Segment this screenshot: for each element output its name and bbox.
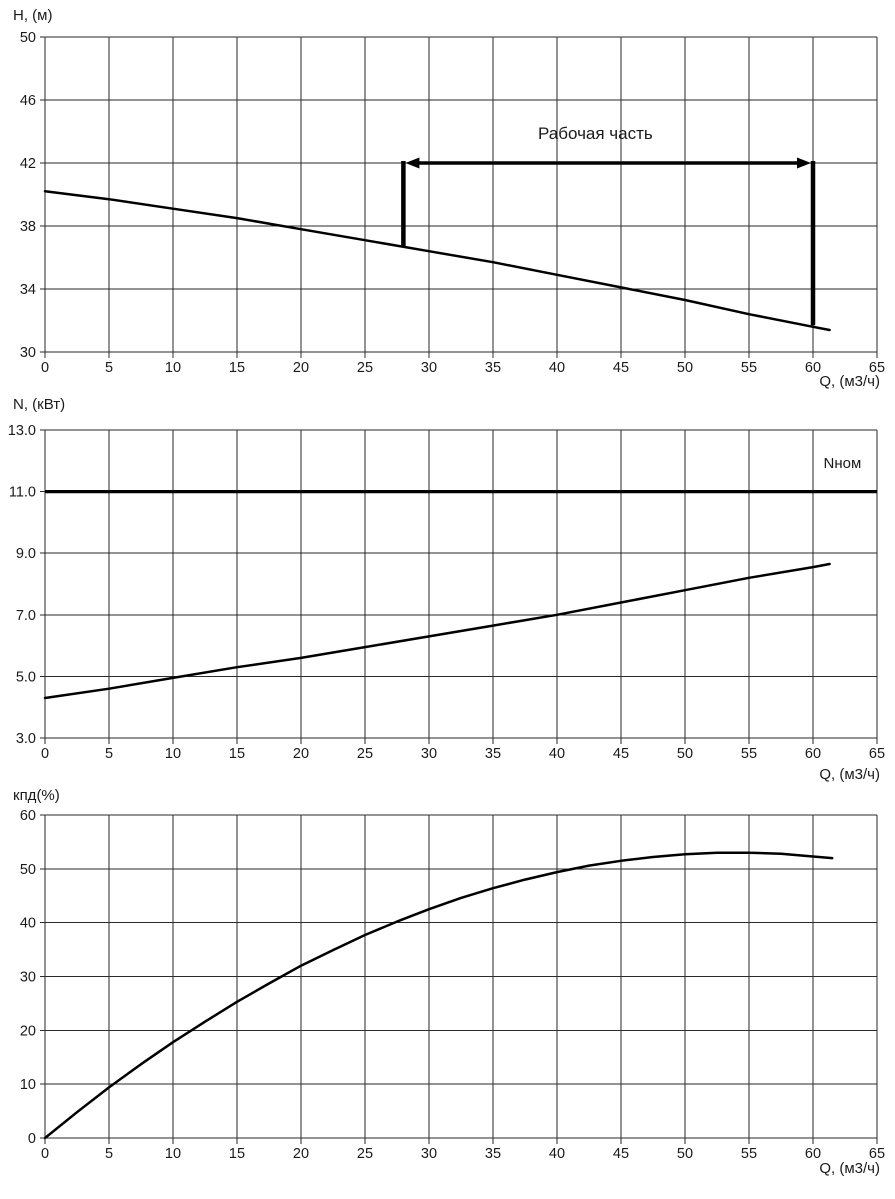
x-tick-label: 45 <box>613 360 629 376</box>
x-tick-label: 50 <box>677 360 693 376</box>
x-tick-label: 55 <box>741 1146 757 1162</box>
x-tick-label: 35 <box>485 1146 501 1162</box>
efficiency-chart-y-axis-label: кпд(%) <box>13 787 60 804</box>
x-tick-label: 10 <box>165 746 181 762</box>
head-chart: 0 5 10 15 20 25 30 35 40 45 50 55 60 65 50 46 42 38 34 30 Ра… <box>20 30 885 376</box>
x-tick-label: 5 <box>105 746 113 762</box>
efficiency-chart-x-axis-label: Q, (м3/ч) <box>819 1160 880 1177</box>
x-tick-label: 40 <box>549 1146 565 1162</box>
efficiency-chart: 0 5 10 15 20 25 30 35 40 45 50 55 60 65 60 50 40 30 20 10 0 <box>20 808 885 1162</box>
x-tick-label: 40 <box>549 746 565 762</box>
power-chart-x-axis-label: Q, (м3/ч) <box>819 766 880 783</box>
x-tick-label: 0 <box>41 746 49 762</box>
x-tick-label: 0 <box>41 360 49 376</box>
y-tick-label: 50 <box>20 862 36 878</box>
y-tick-label: 10 <box>20 1077 36 1093</box>
x-tick-label: 5 <box>105 1146 113 1162</box>
x-tick-label: 0 <box>41 1146 49 1162</box>
x-tick-label: 10 <box>165 1146 181 1162</box>
x-tick-label: 30 <box>421 746 437 762</box>
x-tick-label: 35 <box>485 360 501 376</box>
y-tick-label: 7.0 <box>16 608 36 624</box>
x-tick-label: 20 <box>293 360 309 376</box>
x-tick-label: 15 <box>229 1146 245 1162</box>
y-tick-label: 30 <box>20 345 36 361</box>
y-tick-label: 34 <box>20 282 36 298</box>
y-tick-label: 30 <box>20 970 36 986</box>
x-tick-label: 55 <box>741 746 757 762</box>
arrowhead-right-icon <box>797 157 811 169</box>
y-tick-label: 40 <box>20 916 36 932</box>
x-tick-label: 30 <box>421 1146 437 1162</box>
x-tick-label: 15 <box>229 746 245 762</box>
x-tick-label: 65 <box>869 1146 885 1162</box>
y-tick-label: 3.0 <box>16 731 36 747</box>
x-tick-label: 5 <box>105 360 113 376</box>
x-tick-label: 45 <box>613 1146 629 1162</box>
power-chart-y-axis-label: N, (кВт) <box>13 396 66 413</box>
y-tick-label: 5.0 <box>16 669 36 685</box>
x-tick-label: 45 <box>613 746 629 762</box>
y-tick-label: 38 <box>20 219 36 235</box>
working-range-label: Рабочая часть <box>538 124 653 143</box>
x-tick-label: 65 <box>869 746 885 762</box>
y-tick-label: 50 <box>20 30 36 46</box>
x-tick-label: 35 <box>485 746 501 762</box>
nominal-power-label: Nном <box>824 455 862 472</box>
x-tick-label: 50 <box>677 746 693 762</box>
y-tick-label: 13.0 <box>8 423 36 439</box>
x-tick-label: 10 <box>165 360 181 376</box>
head-chart-y-axis-label: H, (м) <box>13 7 53 24</box>
arrowhead-left-icon <box>405 157 420 169</box>
x-tick-label: 60 <box>805 360 821 376</box>
x-tick-label: 25 <box>357 746 373 762</box>
head-curve <box>43 190 831 332</box>
efficiency-curve <box>43 851 834 1140</box>
y-tick-label: 9.0 <box>16 546 36 562</box>
y-tick-label: 11.0 <box>9 485 36 501</box>
y-tick-label: 60 <box>20 808 36 824</box>
x-tick-label: 40 <box>549 360 565 376</box>
x-tick-label: 20 <box>293 1146 309 1162</box>
x-tick-label: 60 <box>805 746 821 762</box>
x-tick-label: 30 <box>421 360 437 376</box>
x-tick-label: 15 <box>229 360 245 376</box>
x-tick-label: 50 <box>677 1146 693 1162</box>
x-tick-label: 25 <box>357 360 373 376</box>
head-chart-x-axis-label: Q, (м3/ч) <box>819 373 880 390</box>
y-tick-label: 42 <box>20 156 36 172</box>
x-tick-label: 65 <box>869 360 885 376</box>
y-tick-label: 20 <box>20 1023 36 1039</box>
x-tick-label: 60 <box>805 1146 821 1162</box>
power-chart: 0 5 10 15 20 25 30 35 40 45 50 55 60 65 13.0 11.0 9.0 7.0… <box>8 423 885 762</box>
x-tick-label: 25 <box>357 1146 373 1162</box>
x-tick-label: 20 <box>293 746 309 762</box>
power-curve <box>43 562 831 700</box>
y-tick-label: 46 <box>20 93 36 109</box>
y-tick-label: 0 <box>28 1131 36 1147</box>
x-tick-label: 55 <box>741 360 757 376</box>
